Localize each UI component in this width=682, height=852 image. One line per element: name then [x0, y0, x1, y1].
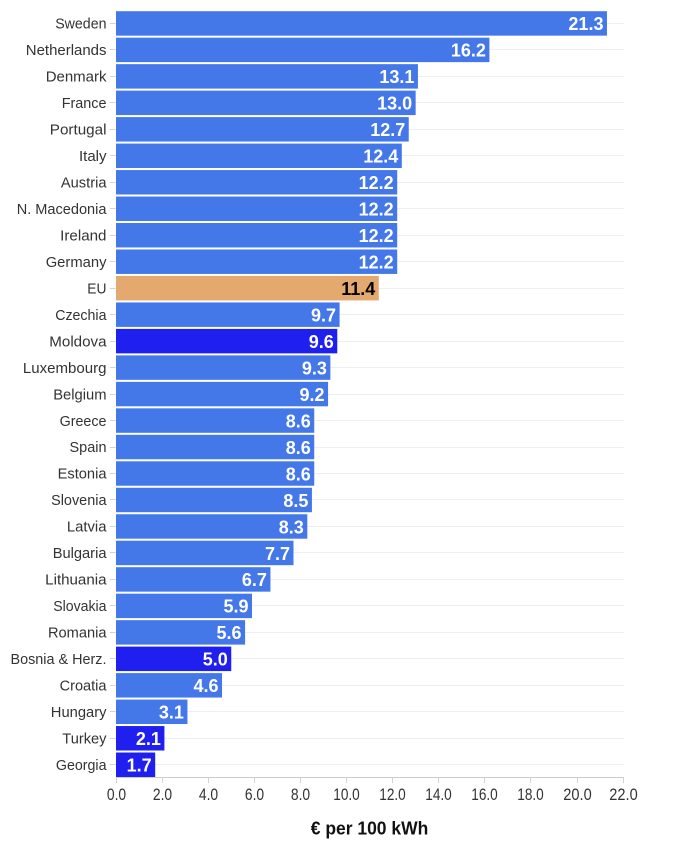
svg-text:N. Macedonia: N. Macedonia: [17, 201, 107, 218]
svg-text:0.0: 0.0: [107, 785, 126, 804]
svg-text:5.0: 5.0: [203, 650, 228, 670]
svg-text:Hungary: Hungary: [51, 704, 107, 721]
svg-text:Portugal: Portugal: [50, 122, 107, 139]
svg-text:8.6: 8.6: [286, 464, 311, 484]
svg-text:Slovenia: Slovenia: [51, 492, 107, 509]
svg-text:Latvia: Latvia: [67, 519, 107, 536]
svg-text:8.6: 8.6: [286, 438, 311, 458]
svg-text:4.0: 4.0: [199, 785, 218, 804]
svg-text:12.2: 12.2: [359, 200, 394, 220]
svg-text:16.2: 16.2: [451, 41, 486, 61]
svg-text:12.4: 12.4: [363, 147, 398, 167]
svg-text:12.0: 12.0: [379, 785, 406, 804]
svg-text:Luxembourg: Luxembourg: [23, 360, 107, 377]
svg-text:9.3: 9.3: [302, 358, 327, 378]
svg-text:3.1: 3.1: [159, 703, 184, 723]
svg-text:8.3: 8.3: [279, 517, 304, 537]
svg-text:4.6: 4.6: [193, 676, 218, 696]
svg-text:2.1: 2.1: [136, 729, 161, 749]
svg-text:Lithuania: Lithuania: [45, 572, 107, 589]
svg-text:8.6: 8.6: [286, 411, 311, 431]
svg-text:12.2: 12.2: [359, 173, 394, 193]
svg-text:Italy: Italy: [79, 148, 107, 165]
svg-text:18.0: 18.0: [517, 785, 544, 804]
svg-text:Estonia: Estonia: [58, 466, 108, 483]
svg-text:Moldova: Moldova: [49, 333, 107, 350]
svg-text:Georgia: Georgia: [56, 757, 107, 774]
svg-text:Germany: Germany: [46, 254, 107, 271]
svg-text:10.0: 10.0: [333, 785, 360, 804]
svg-text:13.0: 13.0: [377, 94, 412, 114]
svg-text:11.4: 11.4: [341, 279, 375, 299]
svg-text:6.7: 6.7: [242, 570, 267, 590]
svg-text:2.0: 2.0: [153, 785, 172, 804]
svg-text:Turkey: Turkey: [62, 730, 107, 747]
svg-text:Denmark: Denmark: [46, 69, 107, 86]
svg-text:8.5: 8.5: [283, 491, 308, 511]
svg-text:Romania: Romania: [48, 625, 107, 642]
svg-text:Sweden: Sweden: [55, 16, 106, 33]
svg-text:9.2: 9.2: [300, 385, 325, 405]
svg-text:12.7: 12.7: [370, 120, 405, 140]
svg-text:5.6: 5.6: [217, 623, 242, 643]
svg-text:Czechia: Czechia: [55, 307, 107, 324]
svg-text:EU: EU: [87, 280, 106, 297]
svg-text:France: France: [62, 95, 107, 112]
svg-text:12.2: 12.2: [359, 226, 394, 246]
svg-text:€ per 100 kWh: € per 100 kWh: [311, 818, 429, 839]
svg-text:20.0: 20.0: [563, 785, 591, 804]
svg-text:13.1: 13.1: [379, 67, 414, 87]
svg-text:12.2: 12.2: [359, 253, 394, 273]
svg-text:Austria: Austria: [61, 174, 107, 191]
svg-text:9.7: 9.7: [311, 305, 336, 325]
svg-text:Greece: Greece: [60, 413, 107, 430]
svg-text:Netherlands: Netherlands: [26, 42, 107, 59]
svg-text:Bulgaria: Bulgaria: [53, 545, 107, 562]
svg-text:1.7: 1.7: [127, 756, 152, 776]
svg-text:Belgium: Belgium: [53, 386, 106, 403]
svg-text:8.0: 8.0: [291, 785, 310, 804]
svg-text:Ireland: Ireland: [60, 227, 106, 244]
svg-text:Bosnia & Herz.: Bosnia & Herz.: [11, 651, 107, 668]
svg-text:Slovakia: Slovakia: [53, 598, 107, 615]
svg-text:6.0: 6.0: [245, 785, 264, 804]
svg-text:Croatia: Croatia: [60, 678, 108, 695]
svg-text:9.6: 9.6: [309, 332, 334, 352]
svg-text:14.0: 14.0: [425, 785, 452, 804]
svg-text:22.0: 22.0: [609, 785, 637, 804]
svg-text:16.0: 16.0: [471, 785, 498, 804]
svg-text:21.3: 21.3: [568, 14, 603, 34]
svg-text:7.7: 7.7: [265, 544, 290, 564]
svg-text:Spain: Spain: [70, 439, 107, 456]
svg-text:5.9: 5.9: [223, 597, 248, 617]
